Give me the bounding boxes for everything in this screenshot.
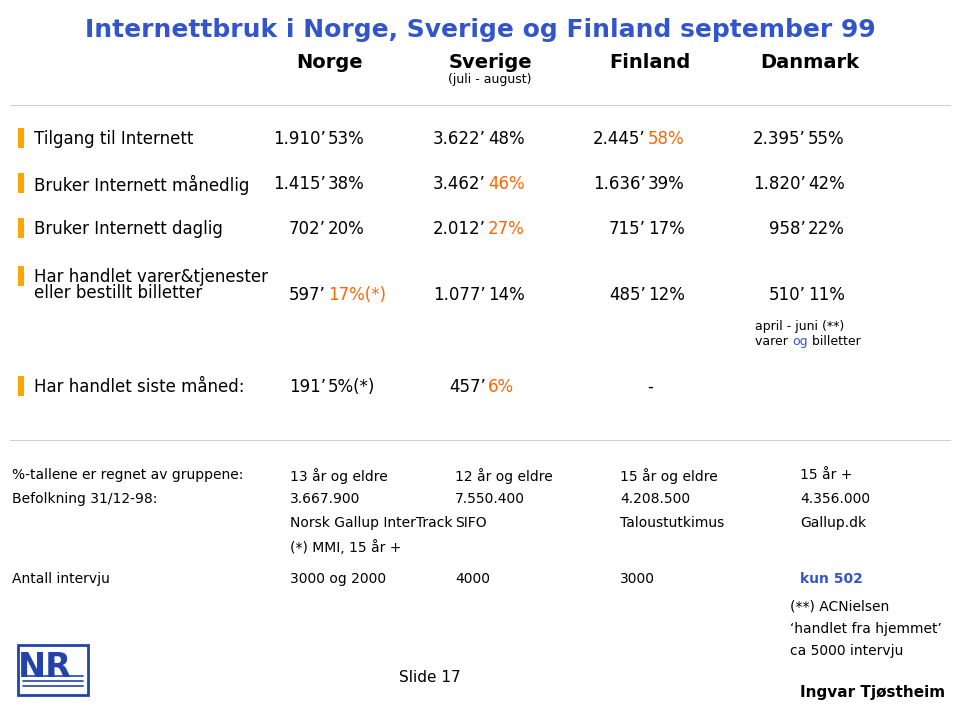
Text: 14%: 14%	[488, 286, 525, 304]
Text: %-tallene er regnet av gruppene:: %-tallene er regnet av gruppene:	[12, 468, 244, 482]
Text: 39%: 39%	[648, 175, 684, 193]
Text: 12%: 12%	[648, 286, 684, 304]
FancyBboxPatch shape	[18, 645, 88, 695]
Text: SIFO: SIFO	[455, 516, 487, 530]
Text: 3.667.900: 3.667.900	[290, 492, 360, 506]
Bar	[18, 376, 24, 396]
Text: Danmark: Danmark	[760, 54, 859, 72]
Text: Slide 17: Slide 17	[399, 670, 461, 685]
Text: 2.445’: 2.445’	[593, 130, 646, 148]
Text: 13 år og eldre: 13 år og eldre	[290, 468, 388, 484]
Text: 597’: 597’	[289, 286, 326, 304]
Text: 4000: 4000	[455, 572, 490, 586]
Text: ‘handlet fra hjemmet’: ‘handlet fra hjemmet’	[790, 622, 942, 636]
Text: 15 år og eldre: 15 år og eldre	[620, 468, 718, 484]
Text: 42%: 42%	[808, 175, 845, 193]
Text: Tilgang til Internett: Tilgang til Internett	[34, 130, 193, 148]
Text: (**) ACNielsen: (**) ACNielsen	[790, 600, 889, 614]
Text: 6%: 6%	[488, 378, 515, 396]
Bar	[18, 128, 24, 148]
Text: 3000 og 2000: 3000 og 2000	[290, 572, 386, 586]
Text: Taloustutkimus: Taloustutkimus	[620, 516, 724, 530]
Text: kun 502: kun 502	[800, 572, 863, 586]
Text: 1.415’: 1.415’	[274, 175, 326, 193]
Bar	[18, 173, 24, 193]
Text: Har handlet varer&tjenester: Har handlet varer&tjenester	[34, 268, 268, 286]
Text: 48%: 48%	[488, 130, 524, 148]
Bar	[18, 218, 24, 238]
Text: 22%: 22%	[808, 220, 845, 238]
Text: 5%(*): 5%(*)	[328, 378, 375, 396]
Text: 3.622’: 3.622’	[433, 130, 486, 148]
Text: (*) MMI, 15 år +: (*) MMI, 15 år +	[290, 540, 401, 555]
Text: Bruker Internett månedlig: Bruker Internett månedlig	[34, 175, 250, 195]
Text: 191’: 191’	[289, 378, 326, 396]
Text: varer: varer	[755, 335, 792, 348]
Text: og: og	[792, 335, 807, 348]
Text: NR: NR	[17, 651, 72, 684]
Text: april - juni (**): april - juni (**)	[755, 320, 844, 333]
Text: 3.462’: 3.462’	[433, 175, 486, 193]
Text: ca 5000 intervju: ca 5000 intervju	[790, 644, 903, 658]
Text: -: -	[647, 378, 653, 396]
Text: Finland: Finland	[610, 54, 690, 72]
Text: 4.208.500: 4.208.500	[620, 492, 690, 506]
Text: Ingvar Tjøstheim: Ingvar Tjøstheim	[800, 685, 945, 700]
Text: 958’: 958’	[769, 220, 806, 238]
Text: 457’: 457’	[449, 378, 486, 396]
Text: 20%: 20%	[328, 220, 365, 238]
Text: 12 år og eldre: 12 år og eldre	[455, 468, 553, 484]
Text: 510’: 510’	[769, 286, 806, 304]
Text: Norsk Gallup InterTrack: Norsk Gallup InterTrack	[290, 516, 452, 530]
Text: 53%: 53%	[328, 130, 365, 148]
Text: billetter: billetter	[807, 335, 860, 348]
Text: Befolkning 31/12-98:: Befolkning 31/12-98:	[12, 492, 157, 506]
Text: Bruker Internett daglig: Bruker Internett daglig	[34, 220, 223, 238]
Text: 715’: 715’	[609, 220, 646, 238]
Text: 1.820’: 1.820’	[754, 175, 806, 193]
Text: 17%: 17%	[648, 220, 684, 238]
Text: Internettbruk i Norge, Sverige og Finland september 99: Internettbruk i Norge, Sverige og Finlan…	[84, 18, 876, 42]
Text: 702’: 702’	[289, 220, 326, 238]
Text: 17%(*): 17%(*)	[328, 286, 386, 304]
Text: 11%: 11%	[808, 286, 845, 304]
Text: 485’: 485’	[610, 286, 646, 304]
Text: 4.356.000: 4.356.000	[800, 492, 870, 506]
Text: Norge: Norge	[297, 54, 363, 72]
Text: Gallup.dk: Gallup.dk	[800, 516, 866, 530]
Text: 55%: 55%	[808, 130, 845, 148]
Text: 58%: 58%	[648, 130, 684, 148]
Text: Har handlet siste måned:: Har handlet siste måned:	[34, 378, 245, 396]
Text: 38%: 38%	[328, 175, 365, 193]
Text: 15 år +: 15 år +	[800, 468, 852, 482]
Text: 2.012’: 2.012’	[433, 220, 486, 238]
Text: (juli - august): (juli - august)	[448, 74, 532, 86]
Text: eller bestillt billetter: eller bestillt billetter	[34, 284, 203, 302]
Bar	[18, 266, 24, 286]
Text: 7.550.400: 7.550.400	[455, 492, 525, 506]
Text: 3000: 3000	[620, 572, 655, 586]
Text: 2.395’: 2.395’	[754, 130, 806, 148]
Text: Antall intervju: Antall intervju	[12, 572, 109, 586]
Text: 1.636’: 1.636’	[593, 175, 646, 193]
Text: Sverige: Sverige	[448, 54, 532, 72]
Text: 46%: 46%	[488, 175, 524, 193]
Text: 1.910’: 1.910’	[274, 130, 326, 148]
Text: 27%: 27%	[488, 220, 525, 238]
Text: 1.077’: 1.077’	[433, 286, 486, 304]
